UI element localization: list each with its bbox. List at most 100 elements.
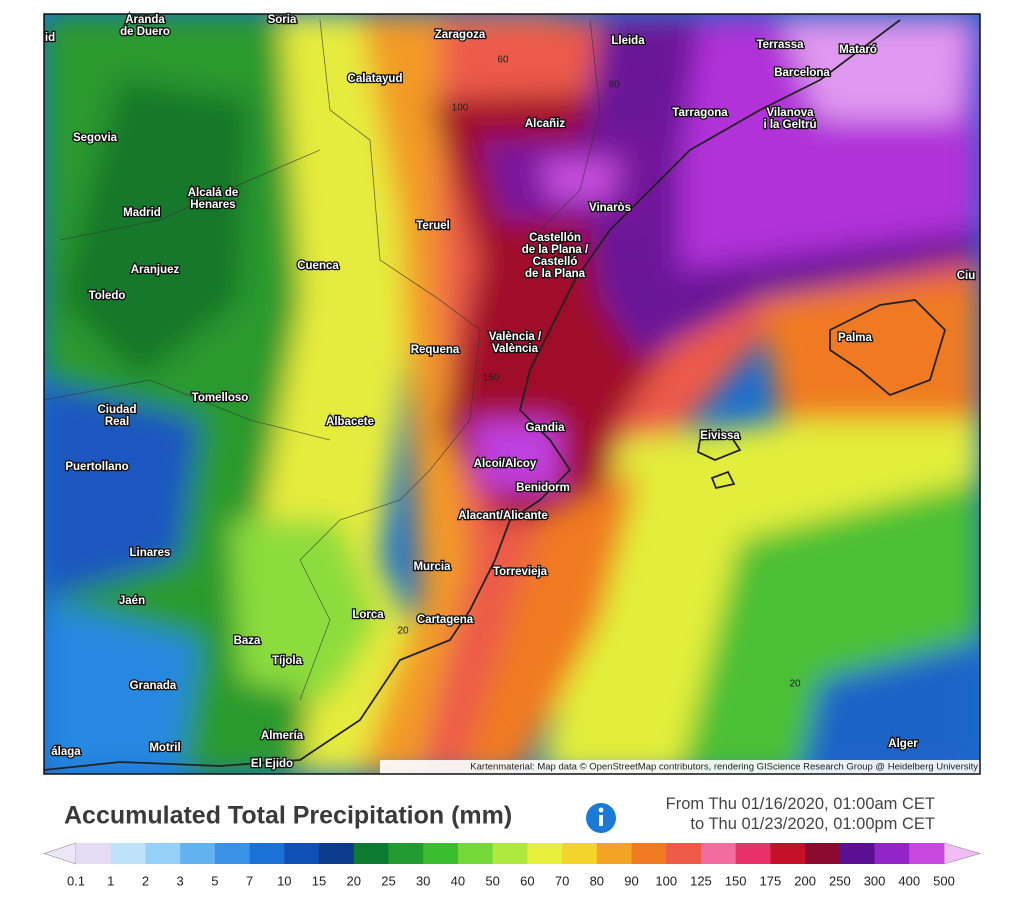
- city-label: Teruel: [416, 220, 450, 232]
- city-label: Alger: [888, 738, 918, 750]
- colorbar-segment: [909, 843, 945, 864]
- city-label: València /: [489, 331, 542, 343]
- city-label: Madrid: [123, 207, 161, 219]
- attribution-bg: [380, 760, 980, 774]
- colorbar-segment: [874, 843, 910, 864]
- colorbar-tick-label: 2: [142, 874, 149, 889]
- city-label: Gandia: [526, 422, 566, 434]
- colorbar-segment: [145, 843, 181, 864]
- city-label: Tomelloso: [192, 392, 249, 404]
- contour-label: 60: [497, 54, 509, 65]
- colorbar-tick-label: 1: [107, 874, 114, 889]
- city-label: Aranjuez: [131, 264, 180, 276]
- colorbar-segment: [562, 843, 598, 864]
- period-from: From Thu 01/16/2020, 01:00am CET: [666, 795, 935, 813]
- city-label: Terrassa: [756, 39, 804, 51]
- colorbar-segment: [770, 843, 806, 864]
- colorbar-segment: [353, 843, 389, 864]
- city-label: Calatayud: [348, 73, 403, 85]
- colorbar-over: [943, 842, 982, 865]
- city-label: Lorca: [352, 609, 384, 621]
- colorbar-tick-label: 175: [760, 874, 782, 889]
- city-label: València: [492, 343, 539, 355]
- city-label: de la Plana: [525, 268, 586, 280]
- legend-title: Accumulated Total Precipitation (mm): [64, 802, 512, 830]
- city-label: Ciudad: [98, 404, 137, 416]
- city-label: de la Plana /: [522, 244, 589, 256]
- colorbar-tick-label: 20: [347, 874, 361, 889]
- city-label: Toledo: [89, 290, 126, 302]
- colorbar-segment: [110, 843, 146, 864]
- colorbar-segment: [735, 843, 771, 864]
- colorbar-tick-label: 500: [933, 874, 955, 889]
- city-label: Cartagena: [417, 614, 474, 626]
- colorbar-segment: [805, 843, 841, 864]
- colorbar-segment: [492, 843, 528, 864]
- colorbar-segment: [180, 843, 216, 864]
- contour-label: 80: [608, 79, 620, 90]
- city-label: Tarragona: [672, 107, 728, 119]
- city-label: Almería: [261, 730, 304, 742]
- city-label: Ciu: [957, 270, 976, 282]
- city-label: Vinaròs: [589, 202, 631, 214]
- city-label: Jaén: [119, 595, 145, 607]
- city-label: Albacete: [326, 416, 374, 428]
- colorbar-tick-label: 25: [381, 874, 395, 889]
- colorbar-segment: [596, 843, 632, 864]
- colorbar-segment: [76, 843, 112, 864]
- city-label: Motril: [149, 742, 180, 754]
- colorbar-tick-label: 40: [451, 874, 465, 889]
- colorbar-under: [43, 842, 77, 865]
- colorbar-tick-label: 70: [555, 874, 569, 889]
- city-label: Requena: [411, 344, 460, 356]
- city-label: Alcalá de: [188, 187, 239, 199]
- colorbar-tick-label: 0.1: [67, 874, 85, 889]
- city-label: álaga: [51, 746, 81, 758]
- colorbar-tick-label: 400: [898, 874, 920, 889]
- colorbar-tick-label: 7: [246, 874, 253, 889]
- city-label: id: [45, 32, 55, 44]
- colorbar-segment: [631, 843, 667, 864]
- city-label: Real: [105, 416, 129, 428]
- colorbar-tick-label: 80: [590, 874, 604, 889]
- city-label: Granada: [130, 680, 177, 692]
- city-label: Aranda: [125, 14, 165, 26]
- colorbar-tick-label: 200: [794, 874, 816, 889]
- colorbar-segment: [249, 843, 285, 864]
- colorbar-tick-label: 90: [624, 874, 638, 889]
- colorbar-segment: [457, 843, 493, 864]
- contour-label: 100: [452, 102, 469, 113]
- colorbar-tick-label: 15: [312, 874, 326, 889]
- city-label: Baza: [234, 635, 261, 647]
- city-label: Murcia: [413, 561, 451, 573]
- colorbar-segment: [423, 843, 459, 864]
- city-label: Castellón: [529, 232, 581, 244]
- city-label: Benidorm: [516, 482, 570, 494]
- colorbar-tick-label: 100: [655, 874, 677, 889]
- colorbar-tick-label: 3: [177, 874, 184, 889]
- city-label: de Duero: [120, 26, 170, 38]
- colorbar-segment: [319, 843, 355, 864]
- borders: [44, 19, 601, 701]
- contour-label: 20: [789, 678, 801, 689]
- city-label: Henares: [190, 199, 235, 211]
- city-label: Cuenca: [297, 260, 339, 272]
- colorbar-segment: [700, 843, 736, 864]
- city-label: Barcelona: [774, 67, 830, 79]
- city-label: Eivissa: [700, 430, 740, 442]
- colorbar-tick-label: 60: [520, 874, 534, 889]
- city-label: Soria: [268, 14, 297, 26]
- attribution: Kartenmaterial: Map data © OpenStreetMap…: [470, 761, 978, 772]
- colorbar-tick-label: 5: [211, 874, 218, 889]
- city-label: Vilanova: [766, 107, 814, 119]
- info-icon-dot: [598, 807, 604, 813]
- colorbar-segment: [527, 843, 563, 864]
- colorbar-segment: [388, 843, 424, 864]
- city-label: Mataró: [839, 44, 877, 56]
- info-icon-glyph: [599, 815, 603, 826]
- city-label: Alacant/Alicante: [458, 510, 547, 522]
- city-label: Tíjola: [272, 655, 303, 667]
